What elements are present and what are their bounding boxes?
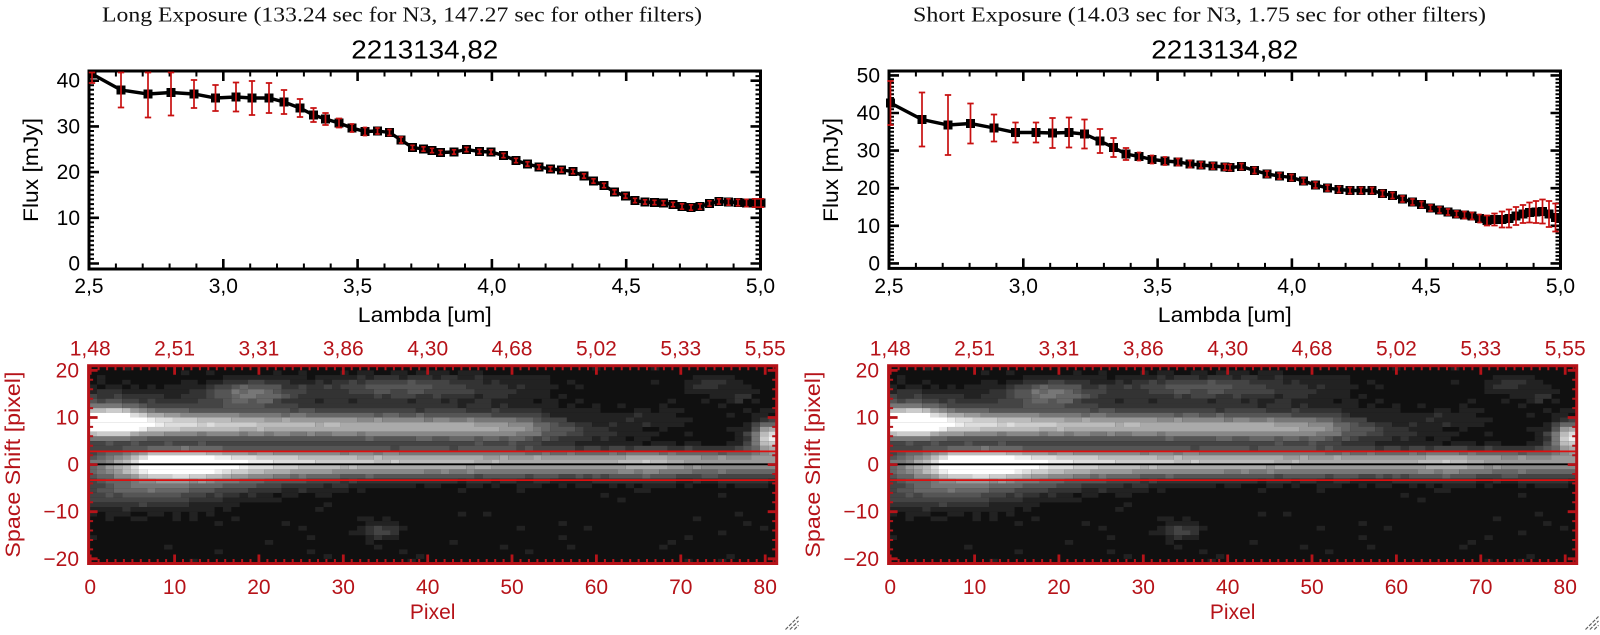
svg-text:Space Shift [pixel]: Space Shift [pixel] [802,372,825,558]
svg-text:2213134,82: 2213134,82 [1151,35,1298,65]
svg-text:2,51: 2,51 [154,338,195,361]
svg-text:80: 80 [754,576,777,599]
svg-text:10: 10 [57,207,80,230]
svg-text:5,33: 5,33 [660,338,701,361]
svg-text:3,86: 3,86 [323,338,364,361]
svg-text:Long Exposure (133.24 sec for: Long Exposure (133.24 sec for N3, 147.27… [102,3,702,27]
svg-text:30: 30 [332,576,355,599]
svg-text:10: 10 [857,215,880,238]
svg-text:4,0: 4,0 [477,275,506,298]
svg-text:Pixel: Pixel [1210,601,1256,624]
svg-text:40: 40 [57,70,80,93]
svg-text:1,48: 1,48 [870,338,911,361]
svg-text:5,0: 5,0 [1546,275,1575,298]
svg-text:Short Exposure (14.03 sec for: Short Exposure (14.03 sec for N3, 1.75 s… [913,3,1486,27]
svg-text:10: 10 [963,576,986,599]
svg-text:0: 0 [84,576,96,599]
svg-text:30: 30 [857,140,880,163]
svg-text:Flux [mJy]: Flux [mJy] [20,118,43,222]
svg-text:4,5: 4,5 [1412,275,1441,298]
svg-text:60: 60 [1385,576,1408,599]
svg-text:30: 30 [1132,576,1155,599]
svg-text:0: 0 [68,253,80,276]
svg-text:30: 30 [57,115,80,138]
svg-text:10: 10 [163,576,186,599]
svg-text:5,55: 5,55 [1545,338,1586,361]
svg-text:4,68: 4,68 [1292,338,1333,361]
svg-text:2213134,82: 2213134,82 [351,35,498,65]
svg-text:50: 50 [857,64,880,87]
svg-text:60: 60 [585,576,608,599]
svg-text:4,30: 4,30 [407,338,448,361]
svg-text:20: 20 [856,359,879,382]
svg-text:4,68: 4,68 [492,338,533,361]
svg-text:3,0: 3,0 [209,275,238,298]
svg-text:0: 0 [868,252,880,275]
svg-text:−20: −20 [843,548,879,571]
svg-text:20: 20 [857,177,880,200]
svg-text:5,02: 5,02 [576,338,617,361]
svg-text:−20: −20 [43,548,79,571]
svg-text:3,31: 3,31 [1038,338,1079,361]
svg-text:5,0: 5,0 [746,275,775,298]
svg-text:5,02: 5,02 [1376,338,1417,361]
svg-text:3,0: 3,0 [1009,275,1038,298]
svg-text:20: 20 [57,161,80,184]
svg-text:40: 40 [857,102,880,125]
svg-text:0: 0 [867,454,879,477]
svg-text:10: 10 [856,407,879,430]
svg-text:3,31: 3,31 [238,338,279,361]
svg-text:4,5: 4,5 [612,275,641,298]
svg-text:80: 80 [1554,576,1577,599]
svg-text:Space Shift [pixel]: Space Shift [pixel] [2,372,25,558]
svg-text:Lambda [um]: Lambda [um] [358,304,492,327]
svg-text:4,0: 4,0 [1277,275,1306,298]
svg-text:50: 50 [500,576,523,599]
svg-text:3,5: 3,5 [343,275,372,298]
svg-text:10: 10 [56,407,79,430]
svg-text:20: 20 [1047,576,1070,599]
svg-text:Lambda [um]: Lambda [um] [1158,304,1292,327]
svg-text:40: 40 [416,576,439,599]
svg-text:3,5: 3,5 [1143,275,1172,298]
svg-text:Pixel: Pixel [410,601,456,624]
svg-text:2,5: 2,5 [74,275,103,298]
svg-text:0: 0 [67,454,79,477]
svg-text:1,48: 1,48 [70,338,111,361]
svg-text:2,5: 2,5 [874,275,903,298]
svg-text:3,86: 3,86 [1123,338,1164,361]
svg-text:20: 20 [56,359,79,382]
svg-text:70: 70 [1469,576,1492,599]
svg-text:5,55: 5,55 [745,338,786,361]
svg-text:2,51: 2,51 [954,338,995,361]
svg-text:−10: −10 [43,501,79,524]
svg-text:4,30: 4,30 [1207,338,1248,361]
svg-text:40: 40 [1216,576,1239,599]
svg-text:70: 70 [669,576,692,599]
svg-text:−10: −10 [843,501,879,524]
svg-text:50: 50 [1300,576,1323,599]
svg-text:Flux [mJy]: Flux [mJy] [820,118,843,222]
svg-text:0: 0 [884,576,896,599]
svg-text:5,33: 5,33 [1460,338,1501,361]
svg-text:20: 20 [247,576,270,599]
